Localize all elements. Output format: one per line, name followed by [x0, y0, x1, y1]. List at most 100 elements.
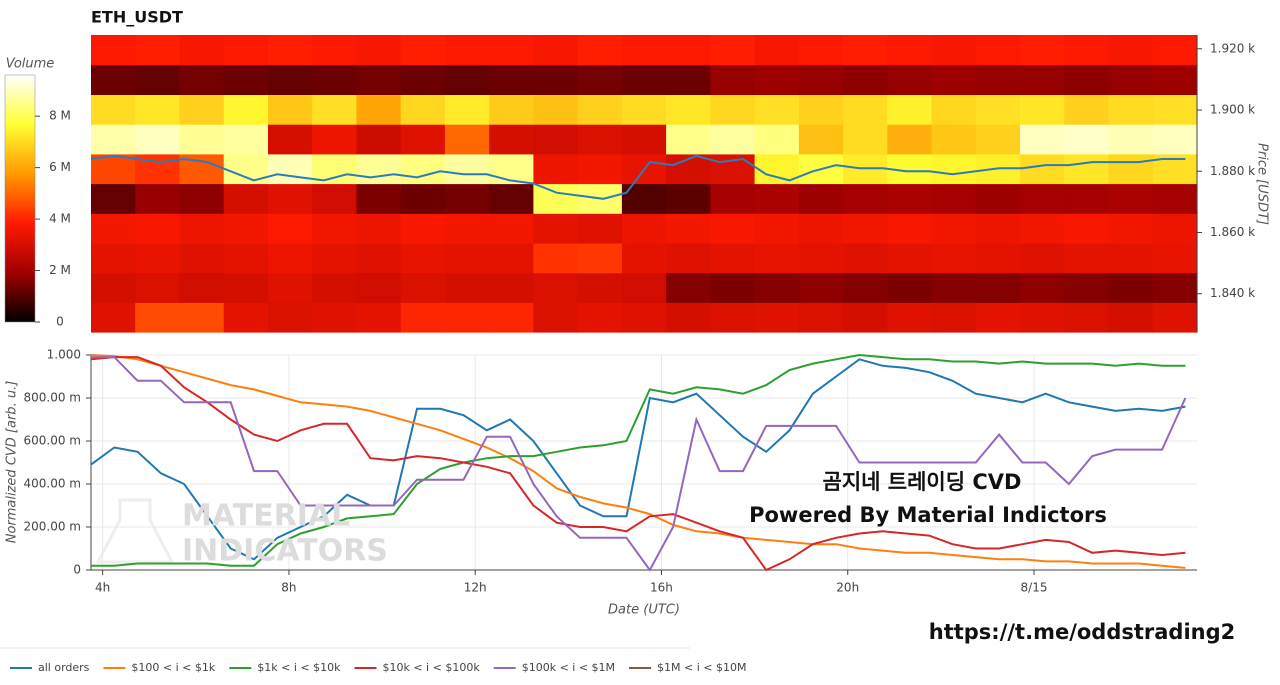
heatmap-cell	[444, 183, 490, 214]
heatmap-cell	[887, 302, 933, 333]
heatmap-cell	[1020, 153, 1065, 185]
legend-label: $100 < i < $1k	[131, 661, 215, 674]
heatmap-cell	[577, 242, 623, 274]
heatmap-cell	[179, 124, 225, 155]
heatmap-cell	[1108, 242, 1154, 274]
heatmap-cell	[1064, 94, 1110, 125]
heatmap-cell	[887, 94, 933, 125]
heatmap-cell	[533, 64, 579, 95]
y-axis-label: Normalized CVD [arb. u.]	[5, 381, 20, 544]
heatmap-cell	[577, 35, 623, 66]
heatmap-cell	[975, 64, 1021, 95]
colorbar-tick-label: 2 M	[49, 263, 71, 277]
heatmap-cell	[489, 213, 534, 244]
heatmap-cell	[1020, 302, 1065, 333]
colorbar-tick-label: 0	[56, 315, 64, 329]
y-tick-label: 0	[73, 563, 81, 577]
heatmap-cell	[400, 153, 446, 185]
cvd-line	[90, 356, 1186, 572]
heatmap-cell	[887, 272, 933, 303]
heatmap-cell	[666, 94, 711, 125]
heatmap-cell	[577, 124, 623, 155]
heatmap-cell	[798, 124, 844, 155]
heatmap-cell	[1108, 213, 1154, 244]
watermark-icon	[95, 498, 175, 564]
heatmap-cell	[489, 94, 534, 125]
y-tick-label: 200.00 m	[24, 520, 82, 534]
heatmap-cell	[1064, 213, 1110, 244]
heatmap-cell	[1020, 213, 1065, 244]
heatmap-cell	[267, 35, 313, 66]
heatmap-cell	[975, 302, 1021, 333]
heatmap-cell	[135, 94, 181, 125]
heatmap-cell	[577, 272, 623, 303]
heatmap-cell	[444, 124, 490, 155]
heatmap-cell	[666, 302, 711, 333]
heatmap-cell	[798, 94, 844, 125]
heatmap-cell	[621, 242, 667, 274]
heatmap-cell	[975, 94, 1021, 125]
colorbar-tick-label: 8 M	[49, 109, 71, 123]
heatmap-cell	[754, 213, 800, 244]
heatmap-cell	[179, 183, 225, 214]
heatmap-cell	[135, 153, 181, 185]
heatmap-cell	[1108, 35, 1154, 66]
heatmap-cell	[621, 272, 667, 303]
heatmap-cell	[91, 64, 136, 95]
heatmap-cell	[135, 124, 181, 155]
heatmap-cell	[1152, 64, 1198, 95]
heatmap-cell	[1108, 272, 1154, 303]
heatmap-cell	[843, 302, 888, 333]
heatmap-cell	[444, 94, 490, 125]
heatmap-cell	[754, 94, 800, 125]
heatmap-cell	[754, 272, 800, 303]
heatmap-cell	[754, 302, 800, 333]
heatmap-cell	[533, 302, 579, 333]
heatmap-cell	[312, 64, 358, 95]
heatmap-cell	[666, 272, 711, 303]
heatmap-cell	[975, 242, 1021, 274]
heatmap-cell	[666, 64, 711, 95]
heatmap-cell	[1064, 35, 1110, 66]
heatmap-cell	[356, 94, 402, 125]
heatmap-cell	[1064, 64, 1110, 95]
legend-label: $100k < i < $1M	[522, 661, 615, 674]
heatmap-cell	[1108, 124, 1154, 155]
heatmap-cell	[975, 183, 1021, 214]
heatmap-cell	[621, 64, 667, 95]
link[interactable]: https://t.me/oddstrading2	[929, 620, 1236, 644]
heatmap-cell	[931, 183, 977, 214]
colorbar-tick-label: 4 M	[49, 212, 71, 226]
heatmap-cell	[1020, 94, 1065, 125]
heatmap-cell	[1108, 302, 1154, 333]
heatmap-cell	[1020, 272, 1065, 303]
heatmap-cell	[843, 272, 888, 303]
heatmap-cell	[356, 183, 402, 214]
heatmap-cell	[489, 183, 534, 214]
heatmap-cell	[754, 64, 800, 95]
heatmap-cell	[489, 124, 534, 155]
heatmap-cell	[533, 153, 579, 185]
heatmap-cell	[489, 64, 534, 95]
heatmap-cell	[1020, 64, 1065, 95]
colorbar-tick-label: 6 M	[49, 160, 71, 174]
heatmap-cell	[710, 153, 756, 185]
heatmap-cell	[577, 94, 623, 125]
heatmap-cell	[223, 153, 269, 185]
heatmap-cell	[975, 35, 1021, 66]
heatmap-cell	[1108, 183, 1154, 214]
heatmap-cell	[312, 302, 358, 333]
heatmap-cell	[400, 124, 446, 155]
heatmap-cell	[931, 242, 977, 274]
legend-label: $1k < i < $10k	[257, 661, 341, 674]
heatmap-cell	[931, 302, 977, 333]
heatmap-cell	[179, 242, 225, 274]
heatmap-cell	[179, 272, 225, 303]
heatmap-cell	[312, 183, 358, 214]
heatmap-cell	[931, 124, 977, 155]
heatmap-cell	[843, 183, 888, 214]
heatmap-cell	[710, 242, 756, 274]
legend-label: $1M < i < $10M	[657, 661, 746, 674]
heatmap-cell	[135, 35, 181, 66]
heatmap-cell	[666, 242, 711, 274]
